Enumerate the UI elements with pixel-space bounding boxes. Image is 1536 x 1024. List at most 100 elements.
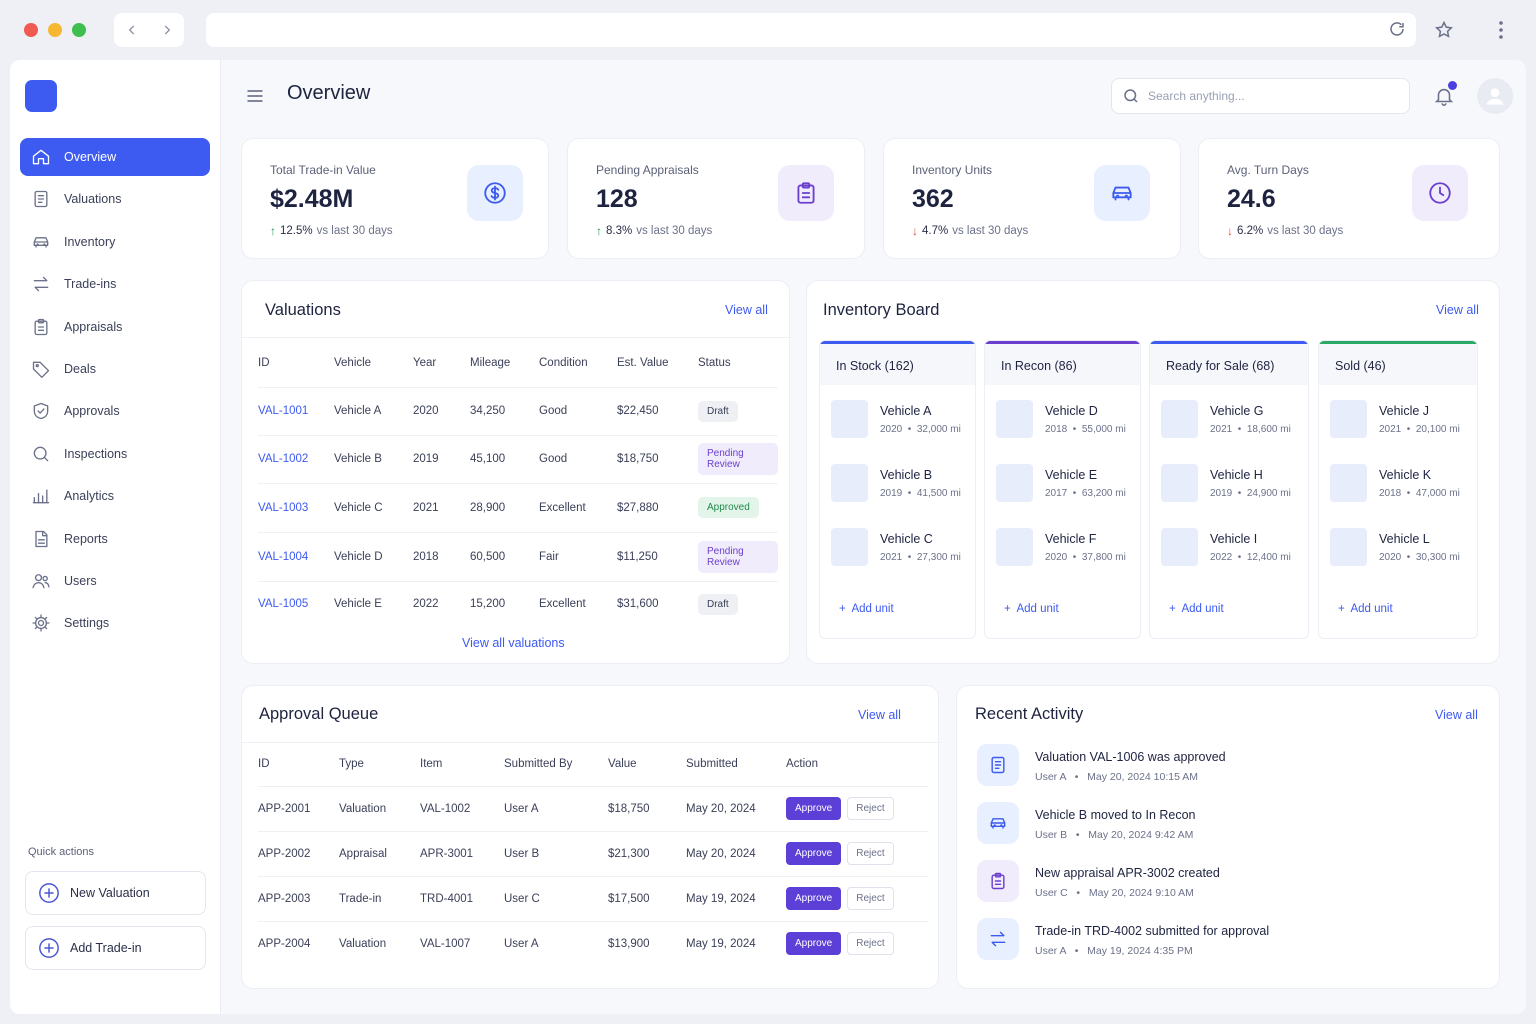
reject-button[interactable]: Reject [847, 797, 894, 820]
add-unit-button[interactable]: + Add unit [1338, 603, 1393, 615]
table-row[interactable]: VAL-1001 Vehicle A 2020 34,250 Good $22,450 Dr… [258, 386, 778, 435]
valuation-id-link[interactable]: VAL-1004 [258, 550, 309, 563]
app-logo[interactable] [25, 80, 57, 112]
vehicle-card[interactable]: Vehicle D 2018 • 55,000 mi [996, 399, 1126, 439]
minimize-window-dot[interactable] [48, 23, 62, 37]
condition-cell: Good [539, 434, 617, 483]
table-row[interactable]: VAL-1005 Vehicle E 2022 15,200 Excellent $31,… [258, 580, 778, 627]
table-row[interactable]: VAL-1003 Vehicle C 2021 28,900 Excellent $27,… [258, 482, 778, 532]
sidebar-item-settings[interactable]: Settings [20, 604, 210, 642]
activity-view-all-link[interactable]: View all [1435, 708, 1478, 722]
recent-activity-card: Recent Activity View all Valuation VAL-1… [956, 685, 1500, 989]
search-input[interactable] [1148, 89, 1388, 103]
approve-button[interactable]: Approve [786, 797, 842, 820]
kebab-icon[interactable] [1492, 20, 1510, 40]
approve-button[interactable]: Approve [786, 842, 842, 865]
sidebar-item-reports[interactable]: Reports [20, 520, 210, 558]
sidebar-item-users[interactable]: Users [20, 562, 210, 600]
sidebar-item-deals[interactable]: Deals [20, 350, 210, 388]
sidebar-item-analytics[interactable]: Analytics [20, 477, 210, 515]
users-icon [31, 571, 51, 591]
reject-button[interactable]: Reject [847, 887, 894, 910]
reject-button[interactable]: Reject [847, 842, 894, 865]
activity-item[interactable]: Trade-in TRD-4002 submitted for approval… [977, 918, 1269, 964]
kpi-card-inventory-units[interactable]: Inventory Units 362 ↓ 4.7% vs last 30 days [883, 138, 1181, 259]
add-unit-button[interactable]: + Add unit [839, 603, 894, 615]
quick-actions-label: Quick actions [28, 846, 95, 858]
vehicle-card[interactable]: Vehicle A 2020 • 32,000 mi [831, 399, 961, 439]
vehicle-name: Vehicle L [1379, 531, 1430, 546]
car-icon [1094, 165, 1150, 221]
column-header: Status [698, 356, 731, 369]
star-icon[interactable] [1434, 20, 1454, 40]
browser-chrome [0, 0, 1536, 60]
sidebar-item-inspections[interactable]: Inspections [20, 435, 210, 473]
approval-view-all-link[interactable]: View all [858, 708, 901, 722]
vehicle-card[interactable]: Vehicle L 2020 • 30,300 mi [1330, 527, 1460, 567]
valuation-id-link[interactable]: VAL-1003 [258, 501, 309, 514]
sidebar-item-approvals[interactable]: Approvals [20, 392, 210, 430]
sidebar-item-appraisals[interactable]: Appraisals [20, 308, 210, 346]
avatar[interactable] [1477, 78, 1513, 114]
activity-item[interactable]: Valuation VAL-1006 was approved User A • … [977, 744, 1226, 790]
vehicle-name: Vehicle D [1045, 403, 1098, 418]
activity-item[interactable]: New appraisal APR-3002 created User C • M… [977, 860, 1220, 906]
table-row[interactable]: VAL-1004 Vehicle D 2018 60,500 Fair $11,250 Pe… [258, 531, 778, 581]
sidebar-item-valuations[interactable]: Valuations [20, 180, 210, 218]
bell-icon[interactable] [1433, 84, 1455, 108]
status-badge: Pending Review [698, 443, 778, 475]
valuation-id-link[interactable]: VAL-1002 [258, 453, 309, 465]
vehicle-name: Vehicle E [1045, 467, 1098, 482]
valuations-view-all-link[interactable]: View all [725, 303, 768, 317]
vehicle-name: Vehicle A [880, 403, 932, 418]
vehicle-card[interactable]: Vehicle K 2018 • 47,000 mi [1330, 463, 1460, 503]
maximize-window-dot[interactable] [72, 23, 86, 37]
activity-meta: User A • May 20, 2024 10:15 AM [1035, 771, 1199, 783]
sidebar-item-overview[interactable]: Overview [20, 138, 210, 176]
kpi-card-avg-turn-days[interactable]: Avg. Turn Days 24.6 ↓ 6.2% vs last 30 days [1198, 138, 1500, 259]
item-cell: VAL-1007 [420, 920, 504, 966]
kpi-card-total-trade-in-value[interactable]: Total Trade-in Value $2.48M ↑ 12.5% vs last … [241, 138, 549, 259]
sidebar-item-label: Inspections [64, 446, 128, 461]
valuation-id-link[interactable]: VAL-1005 [258, 598, 309, 611]
add-unit-label: Add unit [1181, 603, 1224, 615]
approve-button[interactable]: Approve [786, 932, 842, 956]
add-trade-in-button[interactable]: Add Trade-in [25, 926, 206, 970]
kpi-card-pending-appraisals[interactable]: Pending Appraisals 128 ↑ 8.3% vs last 30 day… [567, 138, 865, 259]
hamburger-menu-icon[interactable] [245, 86, 265, 106]
vehicle-thumbnail [996, 464, 1033, 502]
add-unit-button[interactable]: + Add unit [1169, 603, 1224, 615]
vehicle-card[interactable]: Vehicle H 2019 • 24,900 mi [1161, 463, 1291, 503]
vehicle-card[interactable]: Vehicle G 2021 • 18,600 mi [1161, 399, 1291, 439]
arrow-down-icon: ↓ [1227, 224, 1233, 238]
chevron-right-icon[interactable] [160, 23, 174, 37]
app-window: Overview Valuations Inventory Trade-ins Appr… [10, 60, 1526, 1014]
vehicle-card[interactable]: Vehicle E 2017 • 63,200 mi [996, 463, 1126, 503]
kpi-delta: ↓ 6.2% vs last 30 days [1227, 224, 1343, 238]
column-header: Item [420, 757, 443, 770]
address-bar[interactable] [206, 13, 1416, 47]
table-row[interactable]: VAL-1002 Vehicle B 2019 45,100 Good $18,750 Pe… [258, 434, 778, 483]
vehicle-card[interactable]: Vehicle B 2019 • 41,500 mi [831, 463, 961, 503]
vehicle-card[interactable]: Vehicle J 2021 • 20,100 mi [1330, 399, 1460, 439]
vehicle-card[interactable]: Vehicle C 2021 • 27,300 mi [831, 527, 961, 567]
chevron-left-icon[interactable] [125, 23, 139, 37]
approve-button[interactable]: Approve [786, 887, 842, 910]
reload-icon[interactable] [1388, 20, 1406, 38]
main-content: Overview Total Trade-in Value $2.48M ↑ 12.5… [221, 60, 1526, 1014]
sidebar-item-inventory[interactable]: Inventory [20, 223, 210, 261]
sidebar-item-trade-ins[interactable]: Trade-ins [20, 265, 210, 303]
vehicle-thumbnail [831, 400, 868, 438]
close-window-dot[interactable] [24, 23, 38, 37]
inventory-view-all-link[interactable]: View all [1436, 303, 1479, 317]
add-unit-button[interactable]: + Add unit [1004, 603, 1059, 615]
activity-item[interactable]: Vehicle B moved to In Recon User B • May … [977, 802, 1196, 848]
vehicle-card[interactable]: Vehicle F 2020 • 37,800 mi [996, 527, 1126, 567]
condition-cell: Excellent [539, 580, 617, 627]
vehicle-card[interactable]: Vehicle I 2022 • 12,400 mi [1161, 527, 1291, 567]
search-box[interactable] [1111, 78, 1410, 114]
valuation-id-link[interactable]: VAL-1001 [258, 405, 309, 417]
new-valuation-button[interactable]: New Valuation [25, 871, 206, 915]
reject-button[interactable]: Reject [847, 932, 894, 956]
view-all-valuations-link[interactable]: View all valuations [462, 636, 565, 650]
